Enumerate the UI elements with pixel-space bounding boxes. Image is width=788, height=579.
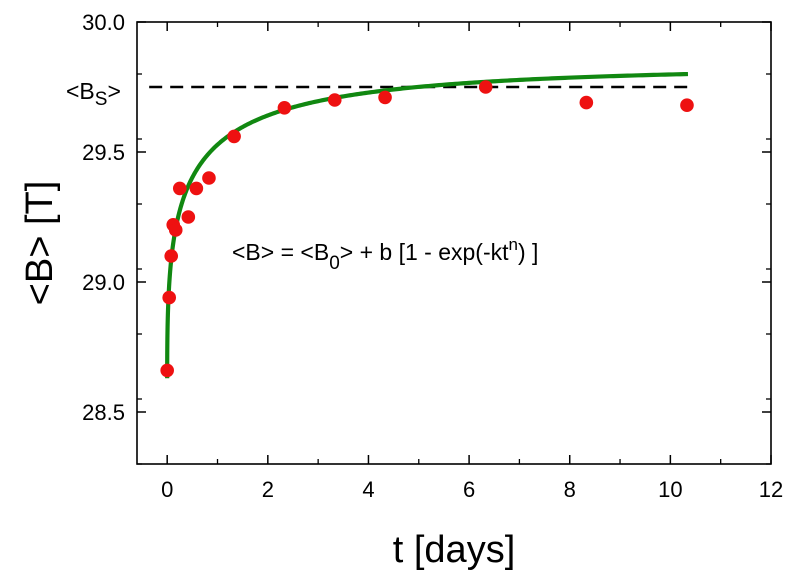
- data-point: [164, 249, 179, 263]
- x-tick-label: 4: [362, 477, 374, 502]
- x-tick-label: 2: [262, 477, 274, 502]
- axis-ticks: [137, 21, 772, 465]
- x-tick-label: 12: [759, 477, 783, 502]
- equation-annotation: <B> = <B0> + b [1 - exp(-ktn) ]: [232, 235, 538, 274]
- y-tick-label: 28.5: [82, 400, 125, 425]
- x-tick-label: 6: [463, 477, 475, 502]
- data-points: [160, 80, 694, 378]
- data-point: [680, 98, 694, 112]
- series-lines: [149, 71, 689, 379]
- y-tick-label: 30.0: [82, 10, 125, 35]
- y-tick-label: 29.5: [82, 140, 125, 165]
- y-axis-title: <B> [T]: [19, 181, 61, 306]
- x-tick-label: 8: [564, 477, 576, 502]
- data-point: [160, 363, 174, 378]
- saturation-label: <BS>: [66, 78, 121, 110]
- data-point: [478, 80, 493, 94]
- fit-curve: [165, 71, 689, 379]
- data-point: [168, 223, 183, 237]
- plot-frame: [136, 21, 772, 465]
- x-tick-label: 10: [658, 477, 682, 502]
- x-tick-label: 0: [161, 477, 173, 502]
- y-tick-label: 29.0: [82, 270, 125, 295]
- data-point: [227, 129, 241, 144]
- data-point: [189, 181, 204, 196]
- data-point: [327, 93, 342, 107]
- data-point: [579, 95, 594, 110]
- data-point: [181, 210, 196, 224]
- axis-tick-labels: 0 2 4 6 8 10 12 28.5 29.0 29.5 30.0: [82, 10, 783, 502]
- data-point: [172, 181, 187, 196]
- data-point: [378, 90, 392, 105]
- data-point: [162, 290, 177, 305]
- data-point: [202, 171, 216, 185]
- data-point: [277, 101, 292, 115]
- x-axis-title: t [days]: [393, 529, 516, 571]
